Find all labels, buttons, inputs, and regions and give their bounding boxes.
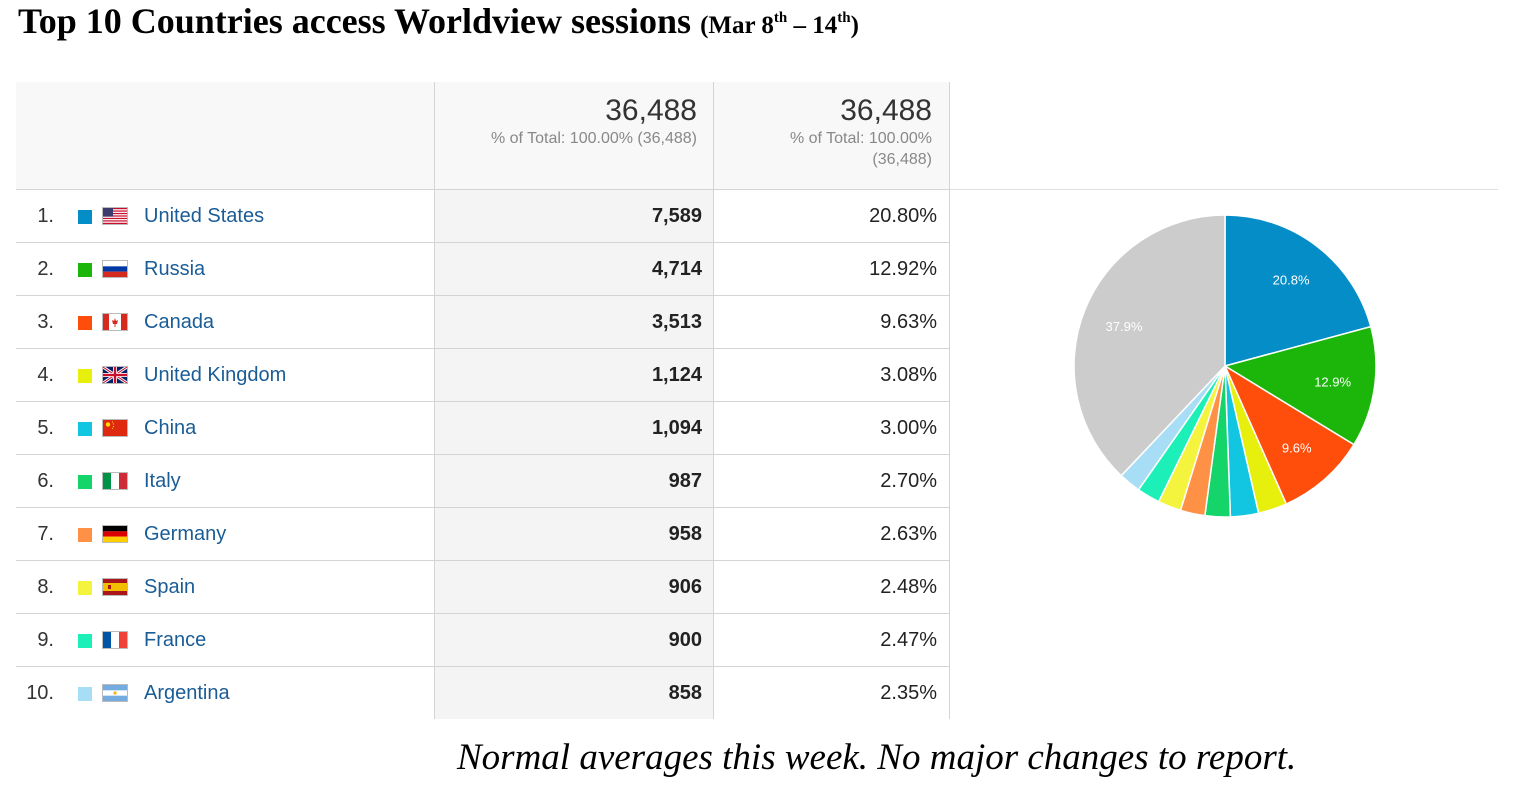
rank: 4. <box>37 364 54 386</box>
rank: 5. <box>37 417 54 439</box>
percent-value: 2.70% <box>713 455 950 507</box>
ar-flag-icon <box>102 684 128 702</box>
table-row: 2. Russia 4,714 12.92% <box>16 243 950 296</box>
title-date-range: (Mar 8th – 14th) <box>700 10 859 40</box>
table-row: 1. United States 7,589 20.80% <box>16 190 950 243</box>
summary-note: Normal averages this week. No major chan… <box>457 737 1297 778</box>
percent-total-sub: % of Total: 100.00% <box>789 130 932 147</box>
table-row: 9. France 900 2.47% <box>16 614 950 667</box>
table-row: 8. Spain 906 2.48% <box>16 561 950 614</box>
table-body: 1. United States 7,589 20.80% 2. Russia 4,714 1… <box>16 190 950 719</box>
pie-label: 20.8% <box>1273 273 1310 288</box>
country-link[interactable]: Russia <box>144 258 206 280</box>
pie-slice-russia[interactable] <box>1223 325 1377 446</box>
sessions-value: 958 <box>434 508 714 560</box>
table-row: 3. Canada 3,513 9.63% <box>16 296 950 349</box>
percent-value: 2.47% <box>713 614 950 666</box>
color-swatch <box>78 422 92 436</box>
country-table: 36,488 % of Total: 100.00% (36,488) 36,4… <box>16 82 950 719</box>
page-title: Top 10 Countries access Worldview sessio… <box>18 0 859 47</box>
rank: 9. <box>37 629 54 651</box>
table-header: 36,488 % of Total: 100.00% (36,488) 36,4… <box>16 82 950 190</box>
country-link[interactable]: Canada <box>144 311 215 333</box>
sessions-value: 3,513 <box>434 296 714 348</box>
gb-flag-icon <box>102 366 128 384</box>
rank: 8. <box>37 576 54 598</box>
sessions-value: 900 <box>434 614 714 666</box>
pie-label: 12.9% <box>1314 374 1351 389</box>
sessions-value: 1,094 <box>434 402 714 454</box>
sessions-value: 1,124 <box>434 349 714 401</box>
rank: 7. <box>37 523 54 545</box>
title-main: Top 10 Countries access Worldview sessio… <box>18 1 692 41</box>
it-flag-icon <box>102 472 128 490</box>
header-divider <box>950 189 1498 190</box>
sessions-total: 36,488 <box>605 94 697 127</box>
color-swatch <box>78 475 92 489</box>
title-date-sup2: th <box>837 10 851 26</box>
us-flag-icon <box>102 207 128 225</box>
table-row: 6. Italy 987 2.70% <box>16 455 950 508</box>
de-flag-icon <box>102 525 128 543</box>
country-link[interactable]: Argentina <box>144 682 230 704</box>
fr-flag-icon <box>102 631 128 649</box>
sessions-value: 7,589 <box>434 190 714 242</box>
country-link[interactable]: Italy <box>144 470 181 492</box>
pie-slice-other[interactable] <box>1073 214 1226 477</box>
country-link[interactable]: France <box>144 629 207 651</box>
title-date-prefix: (Mar 8 <box>700 12 774 39</box>
percent-value: 20.80% <box>713 190 950 242</box>
country-link[interactable]: United Kingdom <box>144 364 287 386</box>
sessions-pie-chart: 20.8% 12.9% 9.6% 37.9% <box>1073 214 1377 518</box>
percent-value: 9.63% <box>713 296 950 348</box>
sessions-value: 906 <box>434 561 714 613</box>
percent-value: 3.08% <box>713 349 950 401</box>
pie-slice-united-states[interactable] <box>1224 214 1372 367</box>
percent-value: 3.00% <box>713 402 950 454</box>
sessions-column-header[interactable]: 36,488 % of Total: 100.00% (36,488) <box>434 82 714 189</box>
color-swatch <box>78 581 92 595</box>
color-swatch <box>78 263 92 277</box>
rank: 2. <box>37 258 54 280</box>
table-row: 10. Argentina 858 2.35% <box>16 667 950 719</box>
rank: 1. <box>37 205 54 227</box>
country-link[interactable]: Spain <box>144 576 196 598</box>
sessions-total-sub: % of Total: 100.00% (36,488) <box>490 130 697 147</box>
es-flag-icon <box>102 578 128 596</box>
country-link[interactable]: China <box>144 417 197 439</box>
table-row: 5. China 1,094 3.00% <box>16 402 950 455</box>
sessions-value: 987 <box>434 455 714 507</box>
table-row: 4. United Kingdom 1,124 3.08% <box>16 349 950 402</box>
percent-value: 2.35% <box>713 667 950 719</box>
color-swatch <box>78 634 92 648</box>
percent-value: 2.63% <box>713 508 950 560</box>
percent-total: 36,488 <box>840 94 932 127</box>
sessions-value: 858 <box>434 667 714 719</box>
rank: 10. <box>26 682 54 704</box>
title-date-suffix: ) <box>850 12 859 39</box>
color-swatch <box>78 687 92 701</box>
ru-flag-icon <box>102 260 128 278</box>
title-date-sup1: th <box>773 10 788 26</box>
country-link[interactable]: Germany <box>144 523 227 545</box>
title-date-mid: – 14 <box>787 12 838 39</box>
sessions-value: 4,714 <box>434 243 714 295</box>
color-swatch <box>78 369 92 383</box>
rank: 3. <box>37 311 54 333</box>
pie-label: 37.9% <box>1106 319 1143 334</box>
rank: 6. <box>37 470 54 492</box>
color-swatch <box>78 316 92 330</box>
pie-label: 9.6% <box>1282 441 1312 456</box>
color-swatch <box>78 210 92 224</box>
percent-total-sub2: (36,488) <box>872 151 932 168</box>
percent-value: 2.48% <box>713 561 950 613</box>
table-row: 7. Germany 958 2.63% <box>16 508 950 561</box>
country-link[interactable]: United States <box>144 205 265 227</box>
cn-flag-icon <box>102 419 128 437</box>
pie-slice-canada[interactable] <box>1223 364 1355 506</box>
percent-column-header[interactable]: 36,488 % of Total: 100.00% (36,488) <box>713 82 950 189</box>
color-swatch <box>78 528 92 542</box>
ca-flag-icon <box>102 313 128 331</box>
percent-value: 12.92% <box>713 243 950 295</box>
